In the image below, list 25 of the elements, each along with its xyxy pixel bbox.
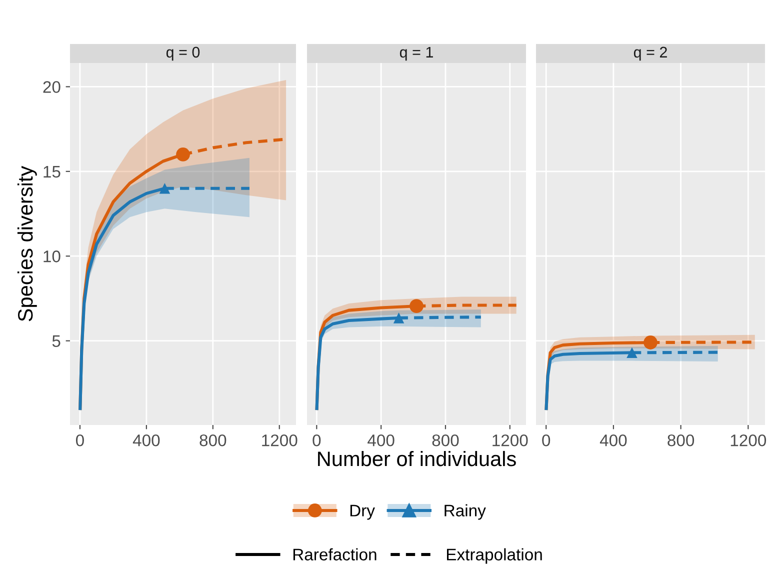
x-tick-label: 400 <box>132 434 160 446</box>
x-tick-label: 400 <box>368 434 394 446</box>
legend-label: Dry <box>350 504 375 520</box>
chart-title: q = 2 <box>634 46 667 61</box>
x-tick-label: 0 <box>76 434 84 446</box>
legend-label: Extrapolation <box>447 548 542 564</box>
y-tick-label: 20 <box>43 81 60 93</box>
y-tick-label: 10 <box>44 250 60 262</box>
legend-label: Rainy <box>444 504 486 520</box>
x-tick-label: 1200 <box>730 434 766 446</box>
y-axis-title: Species diversity <box>17 166 37 322</box>
chart-title: q = 1 <box>400 46 433 61</box>
chart-title: q = 0 <box>166 46 200 61</box>
y-tick-label: 15 <box>44 166 60 178</box>
y-tick-label: 5 <box>52 335 60 348</box>
x-tick-label: 400 <box>600 434 627 446</box>
x-axis-title: Number of individuals <box>318 450 516 466</box>
x-tick-label: 0 <box>542 434 550 446</box>
x-tick-label: 800 <box>200 434 226 446</box>
x-tick-label: 1200 <box>492 434 528 446</box>
x-tick-label: 1200 <box>262 434 298 446</box>
x-tick-label: 800 <box>668 434 694 446</box>
x-tick-label: 800 <box>432 434 459 446</box>
x-tick-label: 0 <box>312 434 321 446</box>
legend-label: Rarefaction <box>293 548 376 560</box>
